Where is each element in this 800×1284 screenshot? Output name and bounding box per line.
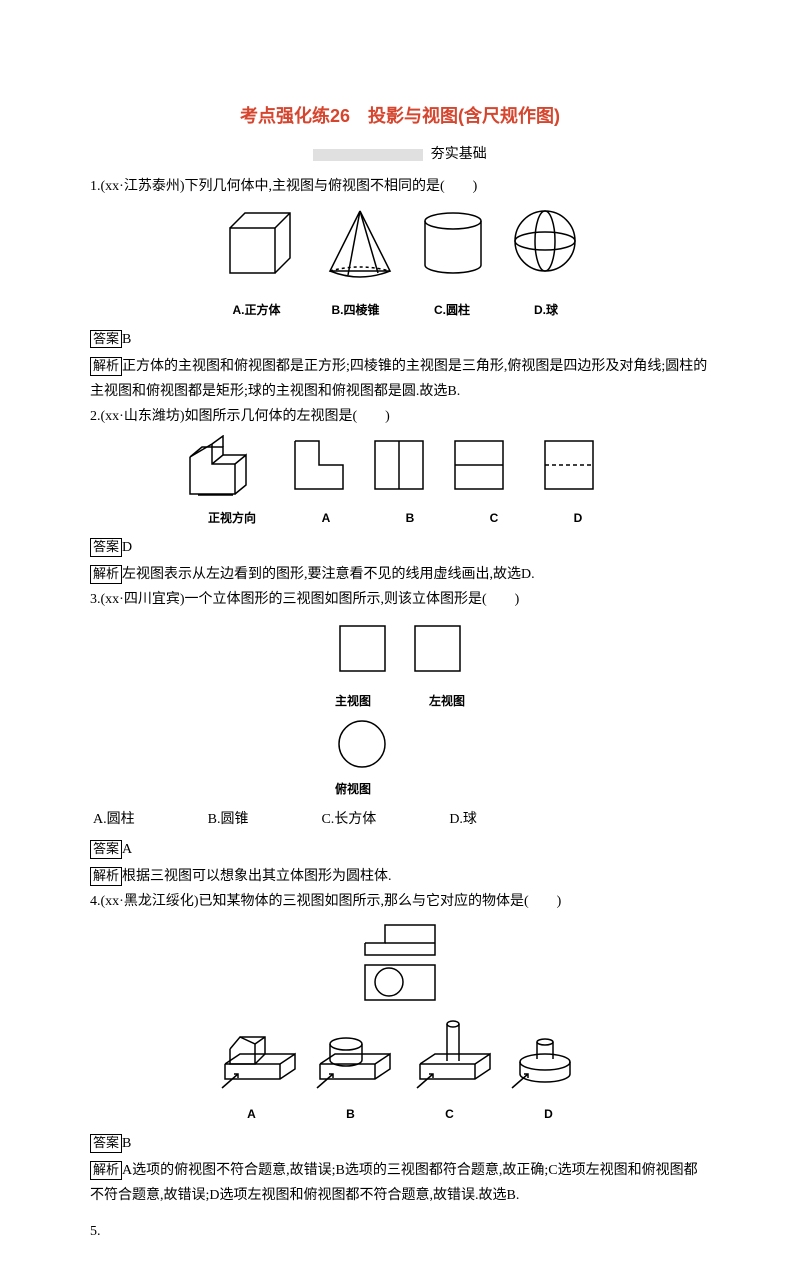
- q4-answer-row: 答案B: [90, 1131, 710, 1156]
- q4-analysis-row: 解析A选项的俯视图不符合题意,故错误;B选项的三视图都符合题意,故正确;C选项左…: [90, 1158, 710, 1208]
- q3-answer-row: 答案A: [90, 837, 710, 862]
- q3-labels-1: 主视图 左视图: [90, 688, 710, 716]
- subtitle-row: 夯实基础: [90, 142, 710, 167]
- analysis-label: 解析: [90, 565, 122, 584]
- q1-figure: A.正方体 B.四棱锥 C.圆柱 D.球: [90, 205, 710, 325]
- q3-answer: A: [122, 842, 132, 857]
- q4-opt-b: B: [302, 1103, 399, 1127]
- q3-options: A.圆柱 B.圆锥 C.长方体 D.球: [90, 804, 549, 835]
- q4-stem: 4.(xx·黑龙江绥化)已知某物体的三视图如图所示,那么与它对应的物体是( ): [90, 889, 710, 914]
- gray-bar: [313, 149, 423, 161]
- q3-top: 俯视图: [307, 778, 399, 802]
- q3-analysis-row: 解析根据三视图可以想象出其立体图形为圆柱体.: [90, 864, 710, 889]
- answer-label: 答案: [90, 538, 122, 557]
- q2-opt-a: A: [285, 507, 367, 531]
- page-title: 考点强化练26 投影与视图(含尺规作图): [90, 100, 710, 132]
- q5-stem: 5.: [90, 1219, 710, 1244]
- q1-opt-d: D.球: [500, 299, 592, 323]
- answer-label: 答案: [90, 330, 122, 349]
- q3-figure: 主视图 左视图 俯视图: [90, 618, 710, 803]
- q2-stem: 2.(xx·山东潍坊)如图所示几何体的左视图是( ): [90, 404, 710, 429]
- q1-opt-c: C.圆柱: [406, 299, 498, 323]
- analysis-label: 解析: [90, 867, 122, 886]
- q3-opt-c: C.长方体: [320, 806, 446, 833]
- q3-labels-2: 俯视图: [90, 776, 710, 804]
- q4-answer: B: [122, 1136, 131, 1151]
- q3-analysis: 根据三视图可以想象出其立体图形为圆柱体.: [122, 869, 392, 884]
- analysis-label: 解析: [90, 1161, 122, 1180]
- q1-answer: B: [122, 332, 131, 347]
- q3-stem: 3.(xx·四川宜宾)一个立体图形的三视图如图所示,则该立体图形是( ): [90, 587, 710, 612]
- q2-opt-b: B: [369, 507, 451, 531]
- q4-opt-d: D: [500, 1103, 597, 1127]
- q3-opt-b: B.圆锥: [207, 806, 319, 833]
- q1-analysis: 正方体的主视图和俯视图都是正方形;四棱锥的主视图是三角形,俯视图是四边形及对角线…: [90, 359, 707, 399]
- q4-opt-labels: A B C D: [90, 1101, 710, 1129]
- q4-figure-views: [90, 920, 710, 1010]
- answer-label: 答案: [90, 840, 122, 859]
- q2-answer-row: 答案D: [90, 535, 710, 560]
- q1-opt-a: A.正方体: [208, 299, 305, 323]
- q2-analysis-row: 解析左视图表示从左边看到的图形,要注意看不见的线用虚线画出,故选D.: [90, 562, 710, 587]
- q4-figure-opts: A B C D: [90, 1016, 710, 1129]
- q4-opt-a: A: [203, 1103, 300, 1127]
- q1-opt-b: B.四棱锥: [307, 299, 404, 323]
- q2-analysis: 左视图表示从左边看到的图形,要注意看不见的线用虚线画出,故选D.: [122, 567, 535, 582]
- q4-analysis: A选项的俯视图不符合题意,故错误;B选项的三视图都符合题意,故正确;C选项左视图…: [90, 1163, 698, 1203]
- q1-stem: 1.(xx·江苏泰州)下列几何体中,主视图与俯视图不相同的是( ): [90, 174, 710, 199]
- q1-answer-row: 答案B: [90, 327, 710, 352]
- q1-opt-labels: A.正方体 B.四棱锥 C.圆柱 D.球: [90, 297, 710, 325]
- q2-figure: 正视方向 A B C D: [90, 435, 710, 533]
- q1-analysis-row: 解析正方体的主视图和俯视图都是正方形;四棱锥的主视图是三角形,俯视图是四边形及对…: [90, 354, 710, 404]
- q4-opt-c: C: [401, 1103, 498, 1127]
- analysis-label: 解析: [90, 357, 122, 376]
- q2-opt-d: D: [537, 507, 619, 531]
- q2-answer: D: [122, 540, 132, 555]
- q3-opt-d: D.球: [448, 806, 547, 833]
- subtitle: 夯实基础: [431, 148, 487, 163]
- answer-label: 答案: [90, 1134, 122, 1153]
- q3-opt-a: A.圆柱: [92, 806, 205, 833]
- q2-opt-c: C: [453, 507, 535, 531]
- q2-viewlabel: 正视方向: [181, 507, 283, 531]
- q3-left: 左视图: [401, 690, 493, 714]
- page: 考点强化练26 投影与视图(含尺规作图) 夯实基础 1.(xx·江苏泰州)下列几…: [0, 0, 800, 1284]
- q2-opt-labels: 正视方向 A B C D: [90, 505, 710, 533]
- q3-front: 主视图: [307, 690, 399, 714]
